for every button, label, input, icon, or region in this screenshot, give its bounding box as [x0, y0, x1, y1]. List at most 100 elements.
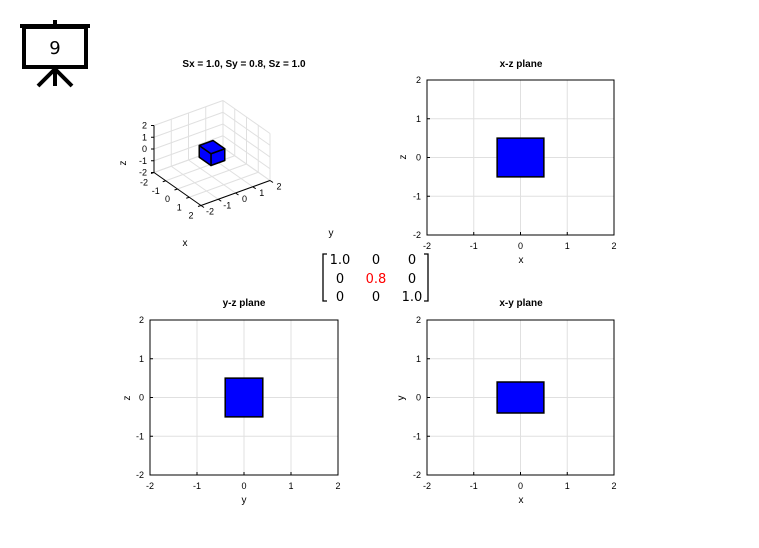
plot-xy-ylabel: y: [396, 396, 407, 401]
plot-yz-xtick-label: 1: [288, 481, 293, 491]
plot-3d-ytick-mark: [235, 192, 239, 196]
slide-number: 9: [49, 38, 60, 59]
matrix-right-bracket: [424, 253, 429, 302]
plot-xz-xtick-label: 2: [611, 241, 616, 251]
matrix-cell: 0: [336, 272, 344, 287]
plot-3d-floor-grid-line: [189, 171, 259, 198]
plot-yz-ytick-label: 0: [139, 393, 144, 403]
plot-3d-xtick-mark: [197, 205, 202, 207]
plot-3d-xtick-label: 2: [188, 211, 193, 221]
plot-3d-ztick-label: -2: [139, 168, 147, 178]
plot-3d-ylabel: y: [329, 228, 334, 239]
plot-yz-plane: y-z plane -2 -1 0 1 2 -2 -1 0 1 2 y z: [122, 298, 341, 506]
plot-3d-xtick-label: -2: [140, 178, 148, 188]
plot-3d-floor-grid-line: [177, 163, 247, 190]
plot-3d-wall-grid-line: [153, 123, 224, 150]
plot-3d-xtick-label: 1: [177, 202, 182, 212]
plot-yz-ytick-label: -2: [136, 470, 144, 480]
plot-xy-xlabel: x: [519, 495, 524, 506]
plot-3d-ytick-mark: [217, 198, 222, 202]
matrix-cell: 0: [408, 272, 416, 287]
plot-3d-ztick-label: 0: [142, 144, 147, 154]
matrix-left-bracket: [322, 253, 327, 302]
plot-3d-ytick-label: 0: [242, 194, 247, 204]
plot-yz-xtick-label: 2: [335, 481, 340, 491]
plot-xz-title: x-z plane: [500, 59, 543, 70]
plot-xy-ytick-label: 0: [416, 393, 421, 403]
plot-xz-ylabel: z: [398, 155, 409, 160]
plot-3d-box: [198, 139, 226, 167]
plot-3d-wall-grid-line: [153, 111, 224, 138]
plot-3d-xtick-mark: [186, 196, 190, 199]
plot-yz-ytick-label: 1: [139, 354, 144, 364]
plot-3d-ytick-label: 1: [259, 188, 264, 198]
plot-yz-xtick-label: 0: [241, 481, 246, 491]
plot-xz-ytick-label: 1: [416, 114, 421, 124]
plot-xy-ytick-label: 1: [416, 354, 421, 364]
plot-3d-wall-grid-line: [222, 100, 271, 134]
plot-xz-xtick-label: 0: [518, 241, 523, 251]
plot-3d-wall-grid-line: [222, 123, 271, 158]
plot-xy-title: x-y plane: [499, 298, 543, 309]
matrix-cell: 0: [372, 253, 380, 268]
presentation-board-icon: 9: [20, 20, 90, 88]
plot-xy-xtick-label: 0: [518, 481, 523, 491]
plot-xz-xtick-label: 1: [565, 241, 570, 251]
matrix-cell: 0: [336, 290, 344, 305]
plot-yz-rectangle: [224, 377, 264, 418]
plot-yz-ytick-label: -1: [136, 431, 144, 441]
plot-xy-xtick-label: 1: [565, 481, 570, 491]
plot-3d-wall-grid-line: [222, 111, 271, 146]
plot-xz-xlabel: x: [519, 255, 524, 266]
plot-xy-ytick-label: -1: [413, 431, 421, 441]
plot-xz-xtick-label: -2: [423, 241, 431, 251]
plot-3d-zlabel: z: [118, 161, 129, 166]
plot-3d-ytick-mark: [252, 186, 257, 190]
plot-yz-xtick-label: -1: [193, 481, 201, 491]
plot-xy-xtick-label: -1: [470, 481, 478, 491]
plot-xy-ytick-label: -2: [413, 470, 421, 480]
plot-3d-ztick-label: 1: [142, 132, 147, 142]
plot-xy-ytick-label: 2: [416, 315, 421, 325]
plot-3d-ytick-label: -1: [223, 200, 231, 210]
matrix-cell: 1.0: [330, 253, 351, 268]
matrix-cell: 0: [372, 290, 380, 305]
plot-3d-ytick-mark: [200, 205, 205, 208]
plot-xy-xtick-label: 2: [611, 481, 616, 491]
plot-3d-xtick-label: 0: [165, 194, 170, 204]
plot-yz-xlabel: y: [242, 495, 247, 506]
plot-3d-wall-grid-line: [153, 100, 224, 126]
matrix-cell-highlighted: 0.8: [366, 272, 387, 287]
plot-3d-ztick-label: -1: [139, 156, 147, 166]
plot-xy-rectangle: [496, 381, 545, 414]
plot-3d-xtick-mark: [174, 188, 178, 191]
plot-3d-title: Sx = 1.0, Sy = 0.8, Sz = 1.0: [182, 59, 306, 70]
plot-xz-ytick-label: -2: [413, 230, 421, 240]
matrix-cell: 1.0: [402, 290, 423, 305]
plot-3d-ytick-label: 2: [276, 182, 281, 192]
plot-xy-xtick-label: -2: [423, 481, 431, 491]
plot-xz-plane: x-z plane -2 -1 0 1 2 -2 -1 0 1 2 x z: [398, 59, 617, 266]
plot-3d-box-top-face: [198, 139, 226, 155]
plot-3d-xlabel: x: [183, 238, 188, 249]
scaling-matrix: 1.0 0 0 0 0.8 0 0 0 1.0: [322, 253, 429, 305]
plot-yz-title: y-z plane: [223, 298, 266, 309]
plot-3d-xtick-mark: [162, 180, 166, 183]
plot-xz-xtick-label: -1: [470, 241, 478, 251]
plot-3d-ytick-mark: [269, 180, 274, 183]
plot-xz-rectangle: [496, 137, 545, 178]
plot-xy-plane: x-y plane -2 -1 0 1 2 -2 -1 0 1 2 x y: [396, 298, 617, 506]
plot-3d-xtick-label: -1: [152, 186, 160, 196]
plot-yz-xtick-label: -2: [146, 481, 154, 491]
plot-yz-ylabel: z: [122, 396, 133, 401]
plot-yz-ytick-label: 2: [139, 315, 144, 325]
matrix-cell: 0: [408, 253, 416, 268]
plot-3d-ytick-label: -2: [206, 207, 214, 217]
plot-xz-ytick-label: -1: [413, 191, 421, 201]
plot-xz-ytick-label: 0: [416, 153, 421, 163]
plot-xz-ytick-label: 2: [416, 75, 421, 85]
plot-3d-ztick-label: 2: [142, 121, 147, 131]
